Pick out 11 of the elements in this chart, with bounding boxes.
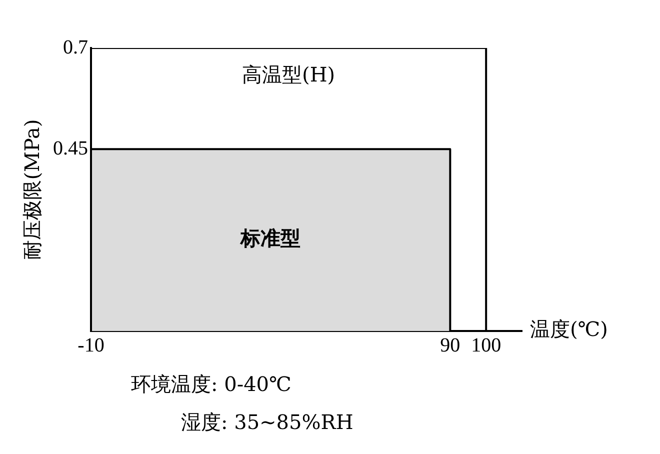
series-label: 高温型(H) xyxy=(242,62,336,87)
x-tick-label: 100 xyxy=(471,334,502,356)
x-axis-title: 温度(℃) xyxy=(530,317,608,342)
text: 湿度: 35~85%RH xyxy=(181,410,354,434)
y-tick-label: 0.45 xyxy=(53,137,88,160)
series-label: 标准型 xyxy=(240,226,301,250)
x-tick-label: 90 xyxy=(440,334,460,356)
y-tick-label: 0.7 xyxy=(63,36,88,58)
y-axis-title: 耐压极限(MPa) xyxy=(20,119,44,260)
text: 环境温度: 0-40℃ xyxy=(131,372,292,396)
x-tick-label: -10 xyxy=(78,334,104,356)
